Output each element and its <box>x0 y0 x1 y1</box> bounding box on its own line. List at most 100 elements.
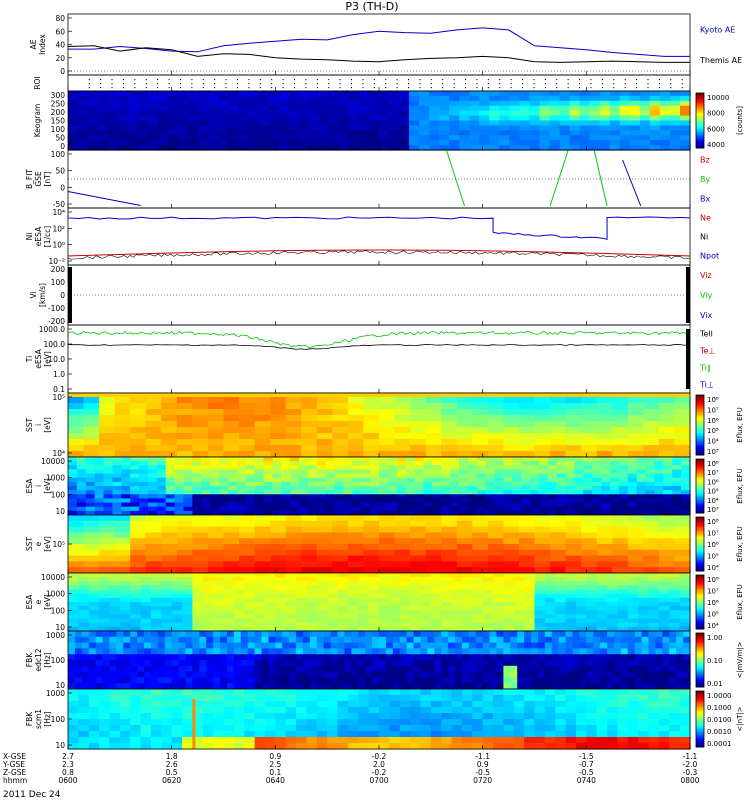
fbk-e12-pixel <box>199 677 207 684</box>
esa-i-pixel <box>379 473 389 479</box>
fbk-e12-pixel <box>461 660 470 667</box>
esa-e-pixel <box>161 614 173 620</box>
esa-i-pixel <box>396 457 407 462</box>
esa-i-pixel <box>494 461 504 466</box>
esa-i-pixel <box>201 481 211 487</box>
esa-e-pixel <box>264 585 276 591</box>
sst-i-pixel <box>674 445 691 452</box>
esa-e-pixel <box>565 618 577 624</box>
sst_i-colorbar-frame <box>695 394 705 456</box>
fbk-e12-pixel <box>544 677 553 684</box>
esa_i-ytick-label: 100 <box>51 490 66 499</box>
roi-dot <box>430 79 432 81</box>
esa_e-colorbar-cell <box>696 612 704 615</box>
fbk-e12-pixel <box>164 683 173 690</box>
esa-e-pixel <box>296 610 308 616</box>
esa-e-pixel <box>482 614 494 620</box>
sst-i-pixel <box>379 409 396 416</box>
sst-e-pixel <box>612 515 629 522</box>
sst-e-pixel <box>254 526 271 533</box>
keogram-pixel <box>639 135 651 141</box>
fbk-e12-pixel <box>192 683 200 690</box>
keogram-pixel <box>178 145 189 151</box>
sst-i-pixel <box>347 445 365 452</box>
sst-e-pixel <box>503 538 520 545</box>
fbk-e12-pixel <box>226 677 235 684</box>
esa-i-pixel <box>476 502 487 508</box>
esa-i-pixel <box>147 473 158 479</box>
keogram-pixel <box>258 95 270 102</box>
fbk_e12-colorbar-cell <box>696 680 704 683</box>
roi-dot <box>419 79 421 81</box>
sst-e-pixel <box>425 515 442 522</box>
fbk-e12-pixel <box>372 636 380 644</box>
esa-e-pixel <box>575 622 587 628</box>
esa-e-pixel <box>285 577 297 582</box>
sst-e-pixel <box>503 520 520 528</box>
fbk-e12-pixel <box>613 642 622 649</box>
esa-i-pixel <box>272 510 282 516</box>
sst-e-pixel <box>596 544 613 551</box>
fbk-e12-pixel <box>482 665 491 673</box>
keogram-pixel <box>98 120 109 127</box>
sst-e-pixel <box>285 520 302 528</box>
esa-i-pixel <box>370 457 380 462</box>
esa-i-pixel <box>512 510 522 516</box>
fbk-e12-pixel <box>309 660 318 667</box>
keogram-pixel <box>318 115 330 122</box>
sst-e-pixel <box>285 532 302 539</box>
esa-i-pixel <box>316 510 327 516</box>
fbk-e12-pixel <box>240 648 249 655</box>
fbk-e12-pixel <box>648 648 657 655</box>
fbk-e12-pixel <box>593 665 601 673</box>
esa-i-pixel <box>130 477 140 483</box>
esa-i-pixel <box>441 481 451 487</box>
fbk-e12-pixel <box>95 654 104 661</box>
esa-i-pixel <box>290 457 300 462</box>
esa-i-pixel <box>76 481 87 487</box>
keogram-pixel <box>399 120 410 127</box>
esa-e-pixel <box>534 614 546 620</box>
fbk-e12-pixel <box>130 665 138 673</box>
keogram-pixel <box>439 145 450 151</box>
fbk-e12-pixel <box>468 642 477 649</box>
sst-i-pixel <box>207 403 225 410</box>
keogram-pixel <box>639 140 651 146</box>
fbk-e12-pixel <box>157 665 166 673</box>
esa-e-pixel <box>544 581 556 587</box>
fbk-e12-pixel <box>448 683 456 690</box>
fbk-e12-pixel <box>448 677 456 684</box>
sst-i-pixel <box>301 433 318 440</box>
esa-i-pixel <box>476 494 487 500</box>
keogram-pixel <box>118 105 129 112</box>
sst-e-pixel <box>301 555 318 562</box>
fbk-e12-pixel <box>309 631 318 638</box>
fbk-e12-pixel <box>289 654 297 661</box>
fbk-e12-pixel <box>268 660 276 667</box>
esa-e-pixel <box>544 597 556 603</box>
esa-e-pixel <box>379 593 390 599</box>
sst-e-pixel <box>596 538 613 545</box>
fbk-e12-pixel <box>233 636 242 644</box>
esa-e-pixel <box>544 618 556 624</box>
fbk-e12-pixel <box>641 648 650 655</box>
keogram-pixel <box>409 100 420 107</box>
esa-i-pixel <box>379 477 389 483</box>
fbk-e12-pixel <box>206 677 214 684</box>
esa-e-pixel <box>306 585 318 591</box>
keogram-pixel <box>288 140 300 146</box>
sst-e-pixel <box>301 526 318 533</box>
esa-i-pixel <box>245 506 256 512</box>
esa-e-pixel <box>482 589 494 595</box>
vi-ytick-label: 0 <box>60 291 65 300</box>
keogram-pixel <box>228 120 240 127</box>
fbk_e12-colorbar-frame <box>695 632 705 688</box>
esa-i-pixel <box>165 490 176 495</box>
esa-i-pixel <box>343 506 353 512</box>
fbk-e12-pixel <box>551 631 560 638</box>
esa-e-pixel <box>565 606 577 611</box>
esa-e-pixel <box>192 602 204 607</box>
fbk-e12-pixel <box>164 631 173 638</box>
esa-i-pixel <box>352 469 362 475</box>
